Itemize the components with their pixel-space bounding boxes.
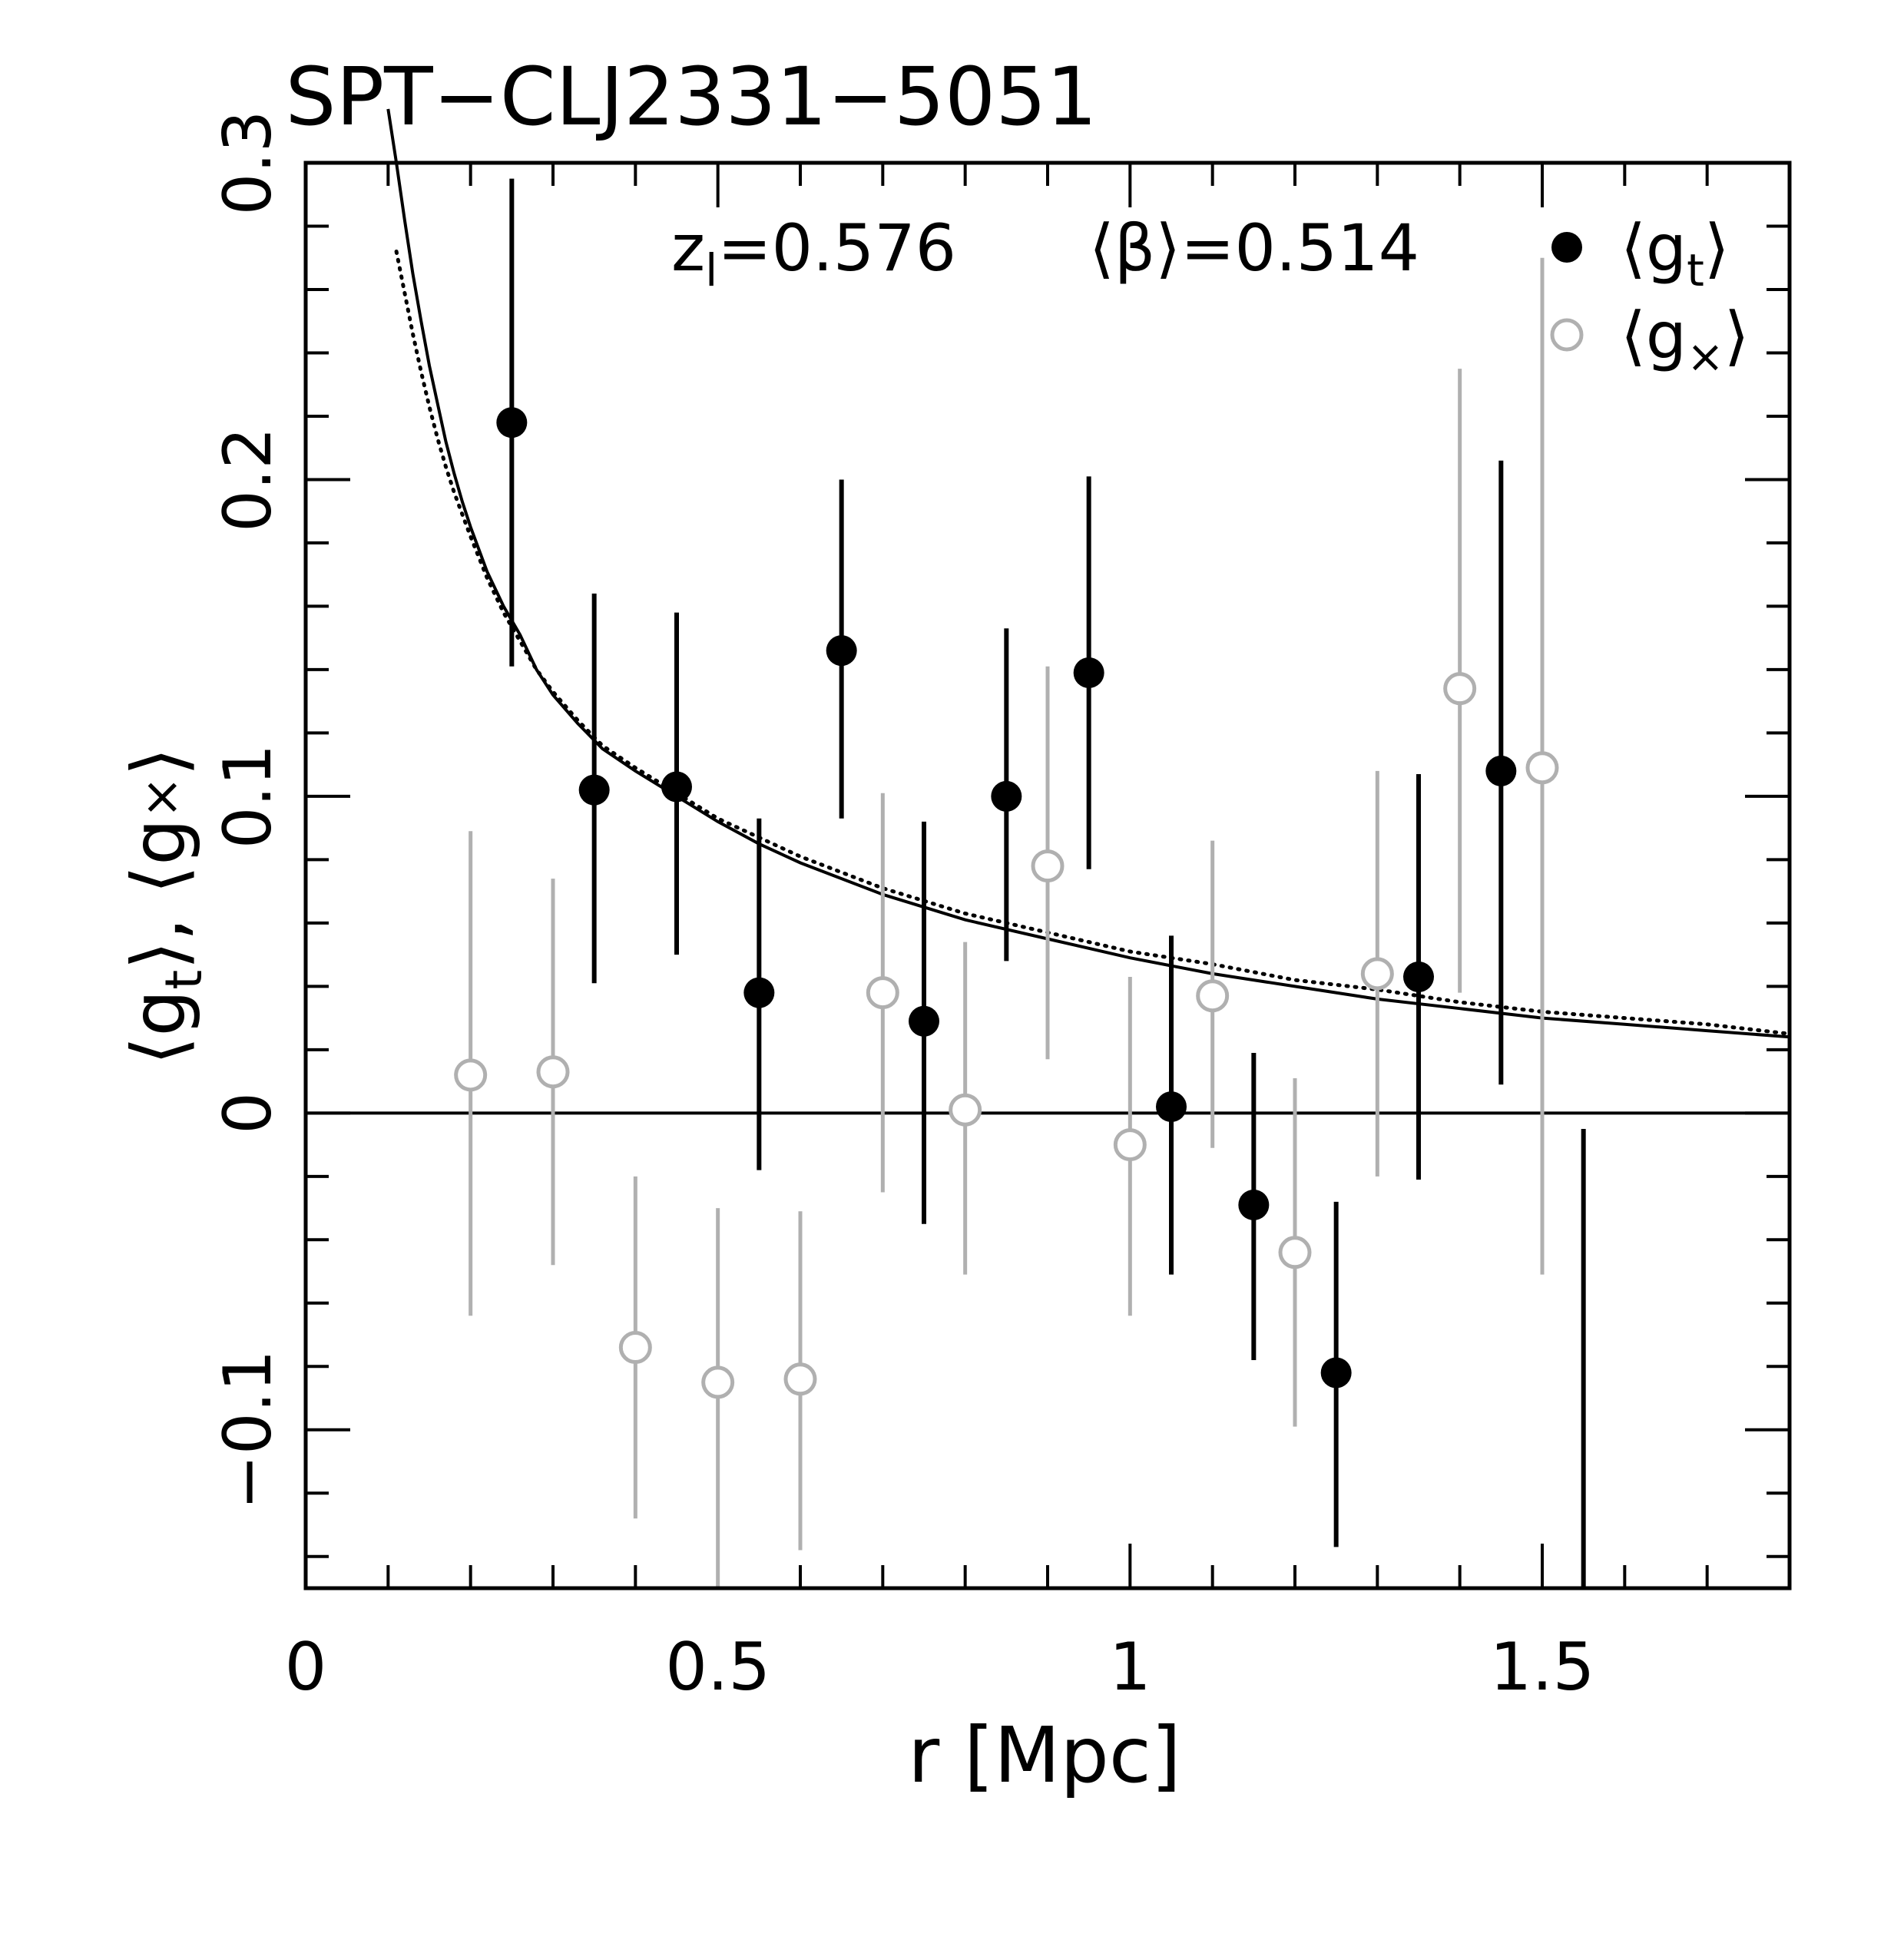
- gx-point: [701, 1365, 735, 1399]
- legend: ⟨gt⟩ ⟨g×⟩: [1550, 210, 1749, 382]
- gt-point: [1073, 657, 1104, 689]
- axis-tick-labels: 0 0.5 1 1.5 −0.1 0 0.1 0.2 0.3: [210, 111, 1594, 1706]
- y-tick-label: 0.1: [210, 743, 286, 849]
- y-tick-label: −0.1: [210, 1349, 286, 1510]
- gt-point: [1403, 961, 1434, 992]
- gt-point: [1156, 1091, 1187, 1123]
- gt-point: [1485, 755, 1517, 786]
- beta-annotation: ⟨β⟩=0.514: [1089, 210, 1419, 286]
- gt-point: [661, 771, 692, 803]
- x-axis-label: r [Mpc]: [908, 1710, 1181, 1800]
- plot-frame: [303, 161, 1792, 1590]
- gx-point: [1278, 1236, 1312, 1269]
- gt-point: [743, 977, 775, 1008]
- gx-point: [1113, 1128, 1147, 1162]
- gx-point: [949, 1093, 982, 1127]
- y-axis-label: ⟨gt⟩, ⟨g×⟩: [116, 747, 214, 1065]
- gt-point: [578, 774, 610, 806]
- lens-redshift-annotation: zl=0.576: [671, 210, 956, 296]
- dotted-fit-curve: [394, 250, 1792, 1036]
- gt-point: [496, 407, 528, 439]
- gt-point: [826, 635, 857, 667]
- gx-point: [536, 1055, 570, 1089]
- gx-point: [1360, 957, 1394, 991]
- y-tick-label: 0.3: [210, 111, 286, 216]
- gx-point: [1031, 849, 1065, 883]
- legend-label-gt: ⟨gt⟩: [1621, 210, 1730, 296]
- gx-point: [1525, 751, 1559, 785]
- x-tick-label: 0: [285, 1629, 327, 1706]
- x-tick-label: 0.5: [665, 1629, 770, 1706]
- y-tick-label: 0: [210, 1092, 286, 1134]
- gt-point: [1320, 1357, 1352, 1389]
- gt-point: [909, 1005, 939, 1037]
- x-tick-label: 1: [1109, 1629, 1151, 1706]
- gx-point: [1196, 979, 1230, 1013]
- chart-title: SPT−CLJ2331−5051: [285, 50, 1097, 144]
- gx-point: [783, 1362, 817, 1396]
- gx-point: [1443, 672, 1477, 706]
- x-tick-label: 1.5: [1490, 1629, 1595, 1706]
- series-gt: [496, 178, 1586, 1588]
- legend-marker-gt: [1551, 232, 1582, 263]
- y-tick-label: 0.2: [210, 427, 286, 532]
- solid-fit-curve: [386, 108, 1790, 1039]
- series-gx: [454, 257, 1559, 1588]
- gx-point: [454, 1058, 488, 1092]
- gx-point: [866, 976, 899, 1010]
- gt-point: [1238, 1189, 1270, 1220]
- gt-point: [991, 780, 1022, 812]
- legend-marker-gx: [1550, 318, 1584, 352]
- legend-label-gx: ⟨g×⟩: [1621, 298, 1749, 382]
- gx-point: [618, 1331, 652, 1365]
